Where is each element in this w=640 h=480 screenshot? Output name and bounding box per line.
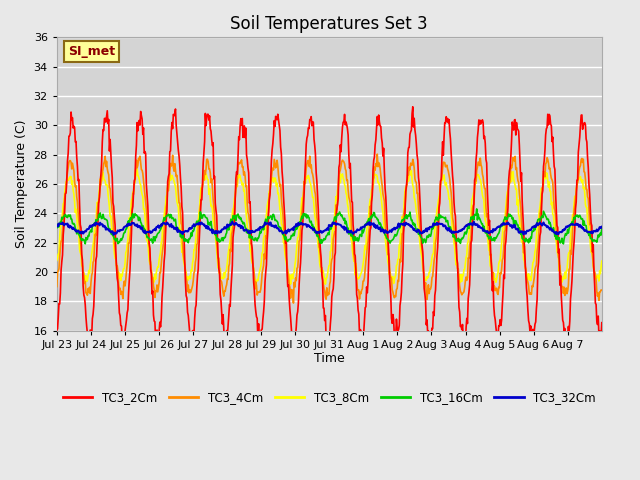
Text: SI_met: SI_met — [68, 45, 115, 58]
Legend: TC3_2Cm, TC3_4Cm, TC3_8Cm, TC3_16Cm, TC3_32Cm: TC3_2Cm, TC3_4Cm, TC3_8Cm, TC3_16Cm, TC3… — [58, 386, 600, 409]
X-axis label: Time: Time — [314, 352, 345, 365]
Y-axis label: Soil Temperature (C): Soil Temperature (C) — [15, 120, 28, 248]
Title: Soil Temperatures Set 3: Soil Temperatures Set 3 — [230, 15, 428, 33]
